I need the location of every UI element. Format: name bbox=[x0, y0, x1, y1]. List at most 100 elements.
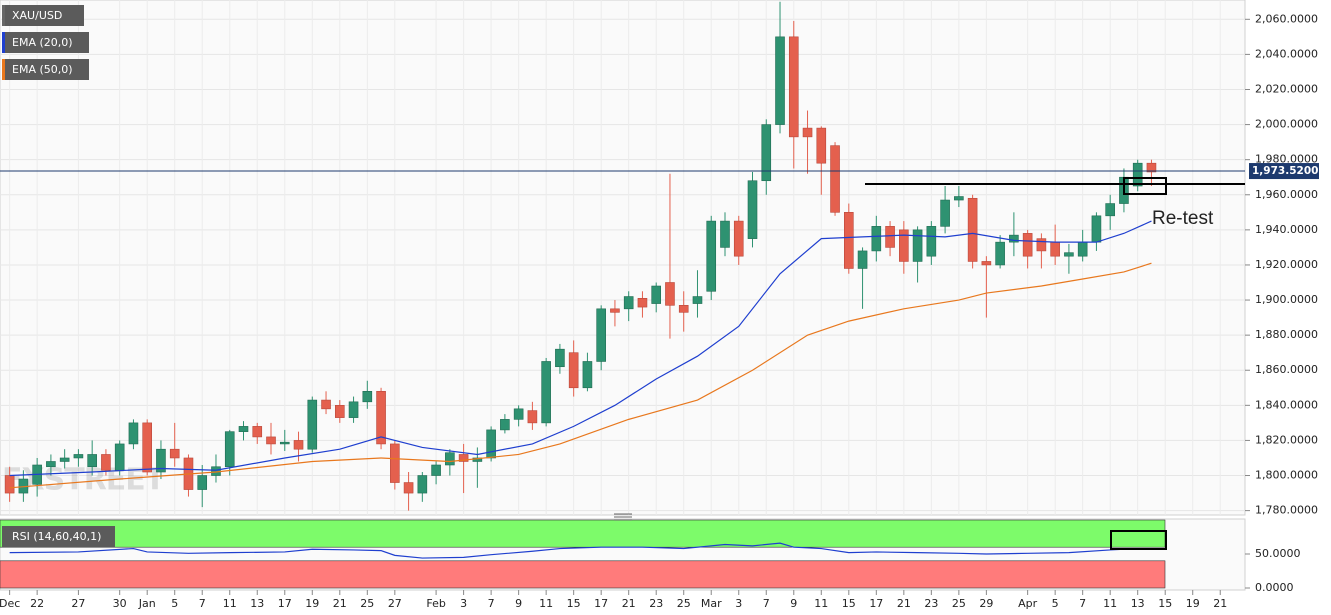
candle-body bbox=[59, 457, 70, 462]
x-tick-label: 27 bbox=[388, 597, 402, 610]
retest-box bbox=[1123, 177, 1167, 195]
candle-body bbox=[266, 436, 276, 445]
y-tick-label: 50.0000 bbox=[1255, 547, 1301, 560]
x-tick-label: 7 bbox=[1079, 597, 1086, 610]
candle-body bbox=[334, 405, 345, 418]
x-tick-label: 7 bbox=[763, 597, 770, 610]
candle-body bbox=[995, 241, 1005, 266]
x-tick-label: 15 bbox=[842, 597, 856, 610]
candle-body bbox=[775, 36, 785, 125]
candle-body bbox=[1022, 233, 1033, 257]
x-tick-label: 23 bbox=[649, 597, 663, 610]
candle-body bbox=[610, 308, 620, 313]
candle-body bbox=[87, 454, 97, 468]
candle-body bbox=[142, 422, 152, 473]
candle-body bbox=[555, 348, 565, 368]
y-tick-label: 1,980.0000 bbox=[1255, 153, 1318, 166]
y-tick-label: 2,060.0000 bbox=[1255, 12, 1318, 25]
splitter[interactable] bbox=[614, 513, 632, 521]
x-tick-label: 30 bbox=[113, 597, 127, 610]
y-tick-label: 2,000.0000 bbox=[1255, 118, 1318, 131]
y-tick-label: 2,040.0000 bbox=[1255, 47, 1318, 60]
legend-swatch bbox=[2, 32, 5, 53]
x-tick-label: 13 bbox=[250, 597, 264, 610]
annotation: Re-test bbox=[1152, 208, 1214, 229]
candle-body bbox=[761, 124, 772, 182]
y-tick-label: 2,020.0000 bbox=[1255, 82, 1318, 95]
x-tick-label: 9 bbox=[790, 597, 797, 610]
candle-body bbox=[293, 440, 304, 450]
candle-body bbox=[307, 399, 318, 450]
candle-body bbox=[73, 454, 84, 459]
x-tick-label: Mar bbox=[701, 597, 722, 610]
candle-body bbox=[128, 422, 139, 445]
candle-body bbox=[4, 475, 15, 494]
candle-body bbox=[788, 36, 799, 138]
x-tick-label: 5 bbox=[1052, 597, 1059, 610]
candle-body bbox=[651, 285, 662, 304]
candle-body bbox=[417, 475, 428, 494]
x-tick-label: 3 bbox=[735, 597, 742, 610]
candle-body bbox=[1105, 203, 1115, 217]
x-tick-label: 21 bbox=[622, 597, 636, 610]
candle-body bbox=[1146, 162, 1157, 173]
candle-body bbox=[816, 127, 827, 164]
legend-swatch bbox=[2, 59, 5, 80]
candle-body bbox=[169, 448, 180, 459]
legend-box bbox=[2, 5, 84, 26]
candle-body bbox=[114, 443, 125, 471]
x-tick-label: 21 bbox=[333, 597, 347, 610]
rsi-box bbox=[1110, 530, 1167, 550]
x-tick-label: 17 bbox=[594, 597, 608, 610]
candle-body bbox=[403, 482, 414, 494]
x-tick-label: 19 bbox=[305, 597, 319, 610]
candle-body bbox=[596, 308, 606, 362]
candle-body bbox=[431, 464, 441, 476]
x-tick-label: 7 bbox=[199, 597, 206, 610]
candle-body bbox=[513, 408, 524, 420]
x-tick-label: 23 bbox=[924, 597, 938, 610]
candle-body bbox=[197, 475, 208, 490]
candle-body bbox=[458, 454, 469, 462]
candle-body bbox=[830, 145, 840, 213]
candle-body bbox=[238, 426, 249, 432]
x-tick-label: Jan bbox=[138, 597, 156, 610]
candle-body bbox=[706, 220, 717, 292]
y-tick-label: 1,920.0000 bbox=[1255, 258, 1318, 271]
x-tick-label: 7 bbox=[488, 597, 495, 610]
x-tick-label: 25 bbox=[360, 597, 374, 610]
last-price-box bbox=[1249, 163, 1319, 180]
rsi-title: RSI (14,60,40,1) bbox=[12, 530, 101, 543]
candle-body bbox=[747, 180, 758, 239]
candle-body bbox=[279, 441, 290, 445]
y-tick-label: 1,820.0000 bbox=[1255, 433, 1318, 446]
legend-box bbox=[2, 526, 115, 547]
candle-body bbox=[912, 229, 923, 262]
candle-body bbox=[665, 282, 675, 306]
x-tick-label: 25 bbox=[677, 597, 691, 610]
x-tick-label: 5 bbox=[171, 597, 178, 610]
y-tick-label: 1,800.0000 bbox=[1255, 469, 1318, 482]
x-tick-label: 21 bbox=[1213, 597, 1227, 610]
x-tick-label: 25 bbox=[952, 597, 966, 610]
watermark: FXSTREET bbox=[2, 463, 166, 498]
candle-body bbox=[967, 197, 978, 262]
legend-title: XAU/USD bbox=[12, 9, 62, 22]
candle-body bbox=[857, 250, 868, 269]
candle-body bbox=[486, 429, 496, 459]
candle-body bbox=[871, 226, 882, 252]
y-tick-label: 1,780.0000 bbox=[1255, 504, 1318, 517]
x-tick-label: 27 bbox=[71, 597, 85, 610]
candle-body bbox=[224, 431, 235, 468]
candle-body bbox=[362, 390, 373, 403]
candle-body bbox=[46, 461, 56, 468]
x-tick-label: Dec bbox=[0, 597, 20, 610]
last-price-label: 1,973.5200 bbox=[1252, 165, 1318, 177]
x-tick-label: 17 bbox=[278, 597, 292, 610]
candle-body bbox=[1077, 241, 1088, 257]
candle-body bbox=[637, 297, 648, 308]
ema-line bbox=[9, 262, 1152, 489]
x-tick-label: 21 bbox=[897, 597, 911, 610]
